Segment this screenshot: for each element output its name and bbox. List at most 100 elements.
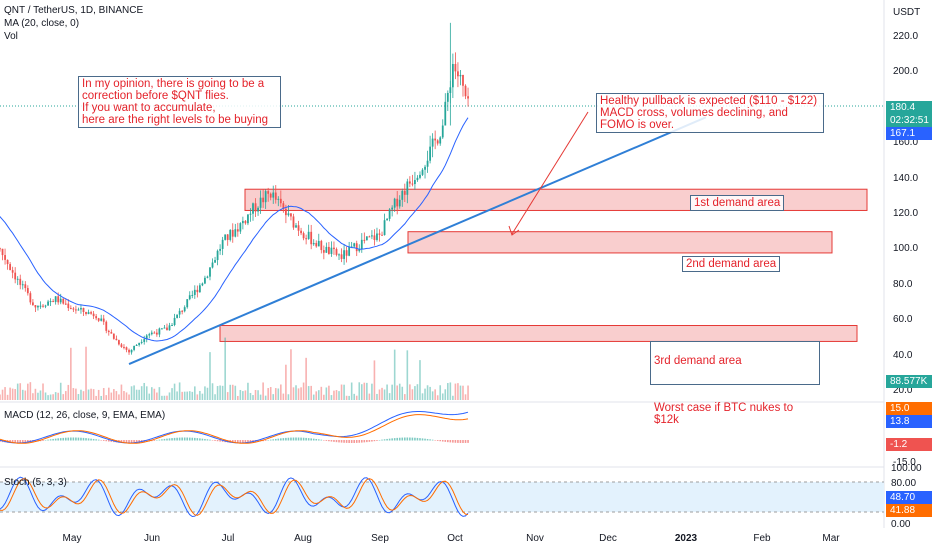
volume-bar	[80, 389, 82, 400]
candle-body	[252, 203, 254, 214]
time-tick-label: 2023	[674, 533, 698, 544]
candle-body	[31, 302, 34, 306]
volume-bar	[371, 383, 373, 400]
macd-hist-bar	[287, 437, 290, 441]
volume-bar	[277, 388, 280, 400]
macd-hist-bar	[153, 440, 156, 441]
candle-body	[125, 347, 128, 350]
volume-bar	[381, 387, 383, 400]
macd-hist-bar	[447, 440, 449, 443]
candle-body	[269, 193, 272, 198]
candle-body	[42, 305, 44, 307]
candle-body	[95, 316, 98, 319]
volume-bar	[376, 393, 378, 400]
volume-bar	[249, 392, 252, 400]
volume-bar	[199, 390, 201, 400]
zone1-label[interactable]: 1st demand area	[690, 195, 785, 211]
macd-hist-bar	[429, 439, 431, 441]
opinion-note[interactable]: In my opinion, there is going to be a co…	[78, 76, 281, 128]
currency-label: USDT	[893, 7, 921, 18]
volume-bar	[14, 389, 16, 400]
candle-body	[335, 249, 338, 255]
macd-hist-bar	[67, 437, 70, 441]
candle-body	[290, 213, 292, 217]
volume-bar	[363, 382, 366, 400]
volume-bar	[452, 395, 454, 400]
macd-hist-bar	[102, 440, 105, 441]
time-tick-label: Jul	[221, 533, 235, 544]
candle-body	[14, 272, 17, 280]
candle-body	[277, 198, 280, 200]
candle-body	[75, 309, 77, 311]
macd-line-tag: 13.8	[886, 415, 932, 428]
macd-hist-bar	[459, 440, 462, 443]
candle-body	[188, 295, 191, 300]
macd-hist-bar	[345, 440, 348, 443]
volume-bar	[64, 391, 67, 400]
volume-bar	[404, 394, 406, 400]
candle-body	[284, 208, 287, 216]
volume-bar	[161, 395, 163, 400]
macd-hist-bar	[467, 440, 469, 443]
volume-bar	[39, 390, 42, 400]
zone2-label[interactable]: 2nd demand area	[682, 256, 781, 272]
volume-bar	[441, 393, 444, 400]
volume-bar	[335, 390, 338, 400]
symbol-line: QNT / TetherUS, 1D, BINANCE	[4, 5, 144, 16]
macd-hist-bar	[72, 437, 75, 441]
macd-hist-bar	[206, 439, 209, 441]
candle-body	[388, 209, 391, 219]
macd-hist-bar	[158, 439, 161, 441]
volume-bar	[239, 389, 242, 400]
candle-body	[219, 248, 222, 251]
candle-body	[168, 325, 171, 331]
candle-body	[171, 325, 173, 327]
price-tick-label: 100.0	[893, 243, 919, 255]
ma-line	[0, 117, 469, 342]
candle-body	[300, 230, 302, 234]
volume-bar	[37, 392, 39, 400]
volume-bar	[128, 394, 130, 400]
candle-body	[209, 267, 211, 277]
candle-body	[34, 305, 37, 308]
candle-body	[105, 321, 108, 331]
candle-body	[393, 198, 396, 208]
candle-body	[378, 233, 381, 235]
macd-hist-bar	[21, 440, 24, 443]
volume-bar	[47, 395, 49, 400]
candle-body	[358, 249, 361, 252]
candle-body	[47, 301, 49, 306]
volume-bar	[70, 347, 72, 400]
pullback-note[interactable]: Healthy pullback is expected ($110 - $12…	[596, 93, 824, 133]
symbol-legend: QNT / TetherUS, 1D, BINANCE MA (20, clos…	[4, 4, 143, 43]
macd-hist-bar	[0, 440, 1, 442]
support-trendline	[128, 116, 707, 365]
candle-body	[166, 327, 168, 331]
volume-bar	[242, 391, 244, 400]
volume-bar	[191, 391, 194, 400]
zone3-subtitle: Worst case if BTC nukes to $12k	[654, 402, 794, 426]
volume-bar	[350, 382, 353, 400]
macd-hist-bar	[257, 440, 259, 442]
macd-hist-bar	[340, 440, 343, 443]
candle-body	[419, 174, 421, 178]
macd-hist-bar	[123, 440, 125, 443]
volume-bar	[224, 337, 226, 400]
macd-hist-bar	[371, 440, 373, 442]
macd-line	[0, 411, 469, 444]
zone3-label[interactable]: 3rd demand area Worst case if BTC nukes …	[650, 341, 820, 426]
candle-body	[52, 301, 55, 303]
time-tick-label: Sep	[371, 533, 389, 544]
price-tick-label: 220.0	[893, 31, 919, 42]
macd-hist-bar	[97, 439, 100, 441]
macd-hist-bar	[376, 440, 378, 441]
time-tick-label: Jun	[143, 533, 161, 544]
volume-bar	[196, 394, 199, 400]
volume-bar	[34, 388, 37, 400]
volume-bar	[459, 385, 462, 400]
volume-bar	[444, 389, 447, 400]
macd-hist-bar	[388, 438, 391, 441]
macd-hist-bar	[11, 440, 14, 443]
volume-bar	[338, 391, 340, 400]
